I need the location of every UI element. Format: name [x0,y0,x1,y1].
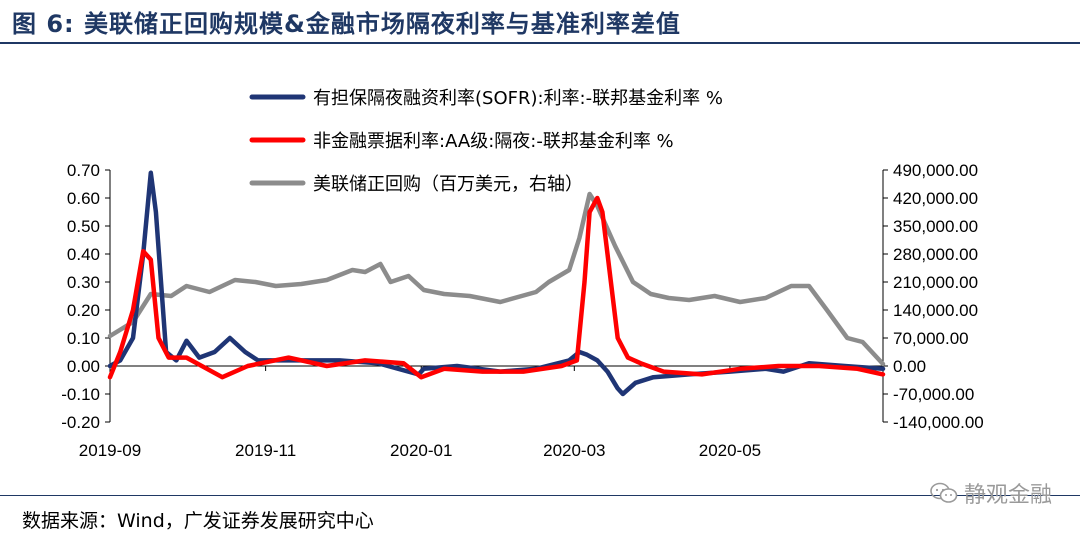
legend-label-2: 非金融票据利率:AA级:隔夜:-联邦基金利率 % [313,131,674,152]
y-left-tick-label: 0.00 [67,357,100,376]
chart-axes: 0.70 0.60 0.50 0.40 0.30 0.20 0.10 0.00 -0.10 -0.… [61,161,984,460]
x-tick-label: 2020-05 [699,441,761,460]
x-tick-label: 2019-11 [235,441,296,460]
y-right-tick-label: -140,000.00 [893,413,984,432]
y-right-tick-label: 0.00 [893,357,926,376]
x-tick-label: 2020-03 [543,441,605,460]
y-right-tick-label: 70,000.00 [893,329,969,348]
y-left-tick-label: 0.20 [67,301,100,320]
series-line-3 [107,191,886,367]
y-right-tick-label: 280,000.00 [893,245,978,264]
y-left-tick-label: 0.10 [67,329,100,348]
watermark-text: 静观金融 [963,483,1052,508]
y-left-tick-label: -0.10 [61,385,100,404]
y-left-tick-label: 0.30 [67,273,100,292]
y-right-tick-label: -70,000.00 [893,385,974,404]
chart-series [107,170,886,397]
y-right-tick-label: 140,000.00 [893,301,978,320]
legend-label-1: 有担保隔夜融资利率(SOFR):利率:-联邦基金利率 % [313,88,723,109]
y-right-tick-label: 210,000.00 [893,273,978,292]
y-right-tick-label: 490,000.00 [893,161,978,180]
y-right-tick-label: 420,000.00 [893,189,978,208]
x-tick-label: 2019-09 [79,441,141,460]
figure-title: 图 6: 美联储正回购规模&金融市场隔夜利率与基准利率差值 [12,10,681,38]
y-right-tick-label: 350,000.00 [893,217,978,236]
y-left-tick-label: 0.40 [67,245,100,264]
y-left-tick-label: 0.50 [67,217,100,236]
x-tick-label: 2020-01 [390,441,452,460]
chart-legend: 有担保隔夜融资利率(SOFR):利率:-联邦基金利率 % 非金融票据利率:AA级:… [249,88,723,195]
wechat-icon [930,482,958,503]
y-left-tick-label: -0.20 [61,413,100,432]
series-line-2 [107,195,886,380]
y-left-tick-label: 0.60 [67,189,100,208]
watermark: 静观金融 [930,477,1052,509]
legend-label-3: 美联储正回购（百万美元，右轴） [313,174,583,195]
title-divider [0,42,1080,44]
source-note: 数据来源：Wind，广发证券发展研究中心 [22,510,374,532]
source-divider [0,495,1080,496]
y-left-tick-label: 0.70 [67,161,100,180]
